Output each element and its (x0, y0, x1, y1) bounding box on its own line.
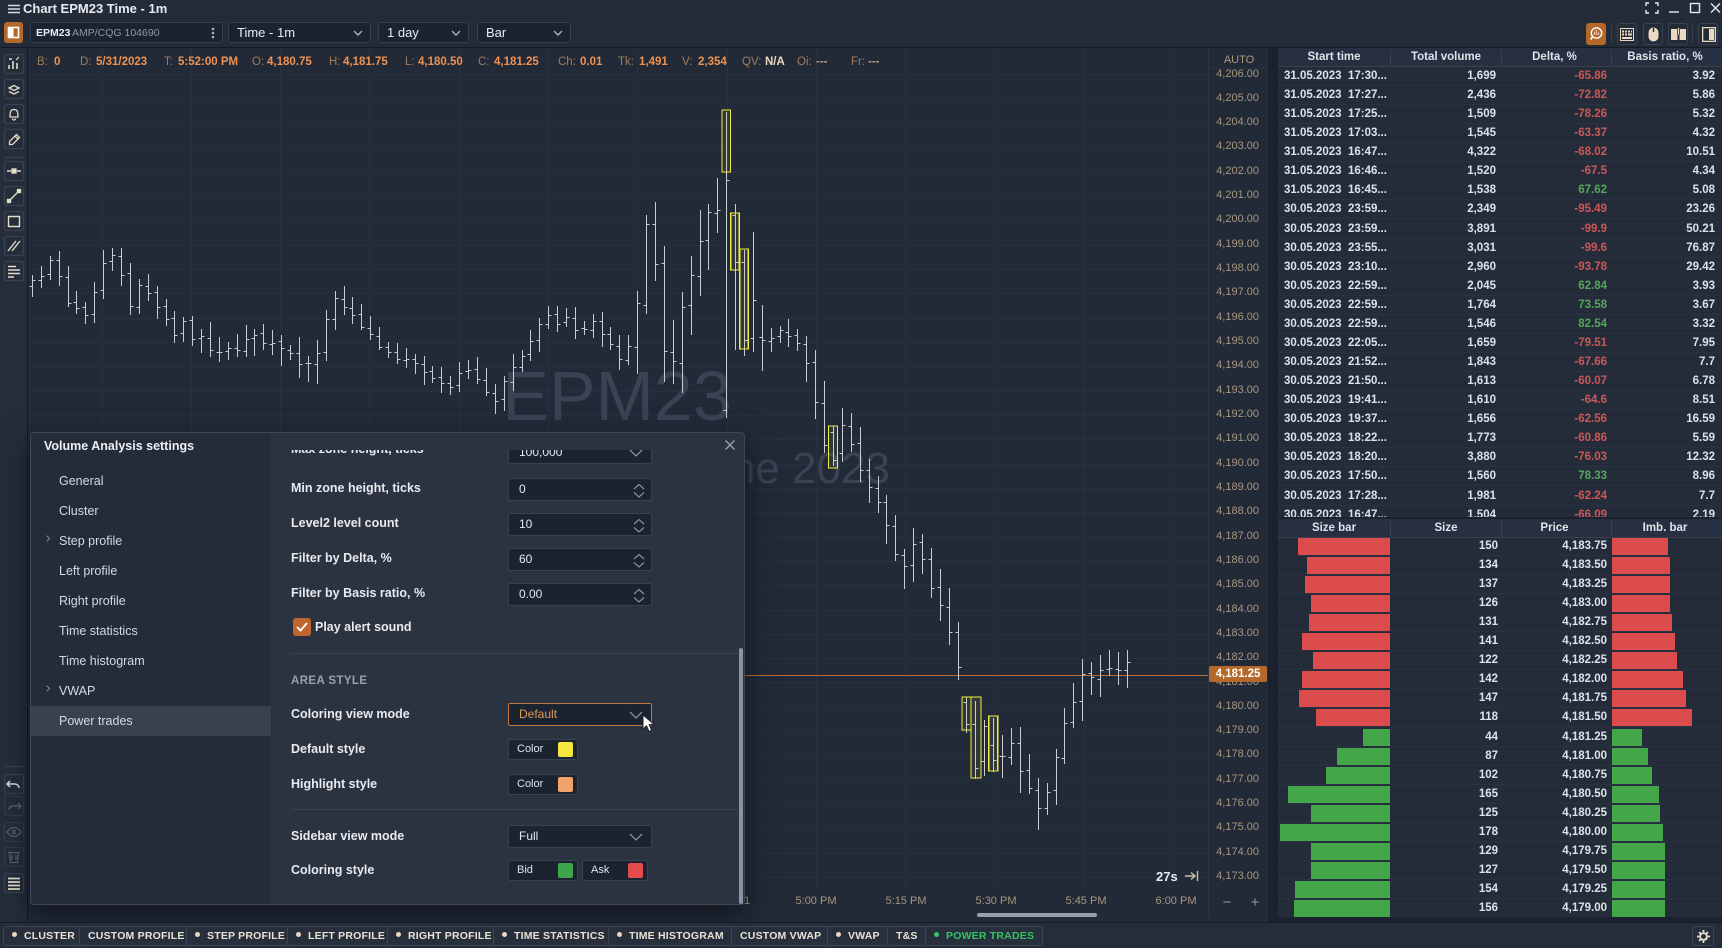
svg-text:EPM23: EPM23 (502, 357, 732, 435)
